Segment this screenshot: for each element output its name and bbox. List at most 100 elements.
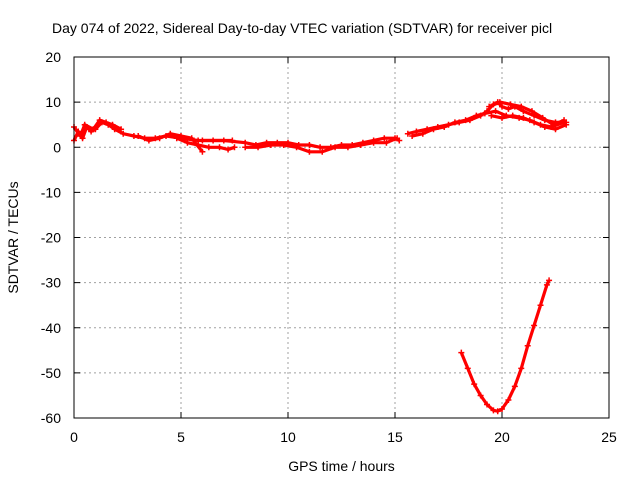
data-point	[505, 105, 512, 112]
data-point	[543, 281, 550, 288]
data-point	[481, 110, 488, 117]
data-point	[541, 123, 548, 130]
data-point	[458, 349, 465, 356]
data-point	[539, 114, 546, 121]
data-point	[499, 103, 505, 110]
y-tick-label: -40	[41, 320, 61, 336]
x-tick-label: 25	[601, 429, 617, 445]
data-point	[394, 135, 401, 142]
satellite-tracks-afternoon	[404, 99, 570, 139]
data-point	[404, 130, 411, 137]
data-point	[507, 101, 514, 108]
data-point	[205, 144, 212, 151]
data-point	[563, 121, 570, 128]
data-point	[471, 381, 478, 388]
x-tick-label: 10	[280, 429, 296, 445]
data-point	[103, 119, 110, 126]
data-point	[280, 141, 287, 148]
data-point	[370, 139, 377, 146]
data-point	[188, 135, 195, 142]
plot-area	[71, 99, 570, 415]
x-tick-label: 0	[70, 429, 78, 445]
data-point	[518, 103, 525, 110]
data-point	[231, 144, 238, 151]
data-point	[492, 108, 499, 115]
data-point	[90, 126, 97, 133]
satellite-tracks-main	[71, 117, 403, 155]
data-point	[306, 148, 313, 155]
data-point	[220, 137, 227, 144]
y-tick-label: -50	[41, 365, 61, 381]
track-line	[411, 109, 565, 138]
x-tick-label: 20	[494, 429, 510, 445]
data-point	[490, 407, 497, 414]
data-point	[561, 117, 568, 124]
y-tick-label: -30	[41, 275, 61, 291]
data-point	[473, 112, 480, 119]
data-point	[464, 365, 471, 372]
satellite-track-anomaly	[458, 277, 553, 415]
chart-title: Day 074 of 2022, Sidereal Day-to-day VTE…	[52, 20, 552, 36]
data-point	[319, 148, 326, 155]
data-point	[118, 126, 125, 133]
data-point	[344, 144, 351, 151]
data-point	[484, 401, 491, 408]
data-point	[537, 302, 544, 309]
data-point	[357, 141, 364, 148]
data-point	[383, 139, 390, 146]
data-point	[524, 342, 531, 349]
y-tick-label: 0	[53, 139, 61, 155]
data-point	[486, 103, 493, 110]
data-point	[167, 130, 174, 137]
data-point	[77, 132, 84, 139]
data-point	[120, 130, 127, 137]
data-point	[528, 108, 535, 115]
data-point	[156, 135, 163, 142]
data-point	[195, 141, 202, 148]
data-point	[419, 130, 426, 137]
data-point	[135, 132, 142, 139]
data-point	[109, 121, 116, 128]
data-point	[96, 117, 103, 124]
data-point	[518, 365, 525, 372]
data-point	[499, 405, 505, 412]
y-tick-label: -10	[41, 184, 61, 200]
data-point	[293, 144, 300, 151]
data-point	[499, 114, 505, 121]
data-point	[451, 119, 458, 126]
data-point	[496, 99, 503, 106]
data-point	[306, 141, 313, 148]
data-point	[550, 121, 557, 128]
data-point	[477, 392, 484, 399]
data-point	[531, 119, 538, 126]
data-point	[173, 135, 180, 142]
data-point	[255, 144, 262, 151]
data-point	[332, 144, 339, 151]
data-point	[199, 148, 206, 155]
data-point	[531, 322, 538, 329]
ticks	[73, 56, 610, 419]
x-tick-label: 5	[177, 429, 185, 445]
data-point	[505, 396, 512, 403]
data-point	[242, 144, 249, 151]
data-point	[511, 383, 518, 390]
y-axis-label: SDTVAR / TECUs	[5, 181, 21, 293]
data-point	[509, 112, 516, 119]
data-point	[430, 126, 437, 133]
data-point	[488, 112, 495, 119]
data-point	[178, 132, 184, 139]
y-tick-label: -20	[41, 230, 61, 246]
x-tick-label: 15	[387, 429, 403, 445]
track-line	[459, 279, 551, 413]
data-point	[184, 139, 191, 146]
data-point	[552, 126, 559, 133]
x-axis-label: GPS time / hours	[288, 458, 395, 474]
data-point	[199, 137, 206, 144]
data-point	[145, 137, 152, 144]
y-tick-label: 10	[45, 94, 61, 110]
data-point	[225, 146, 232, 153]
data-point	[216, 144, 223, 151]
data-point	[462, 117, 469, 124]
data-point	[409, 132, 416, 139]
